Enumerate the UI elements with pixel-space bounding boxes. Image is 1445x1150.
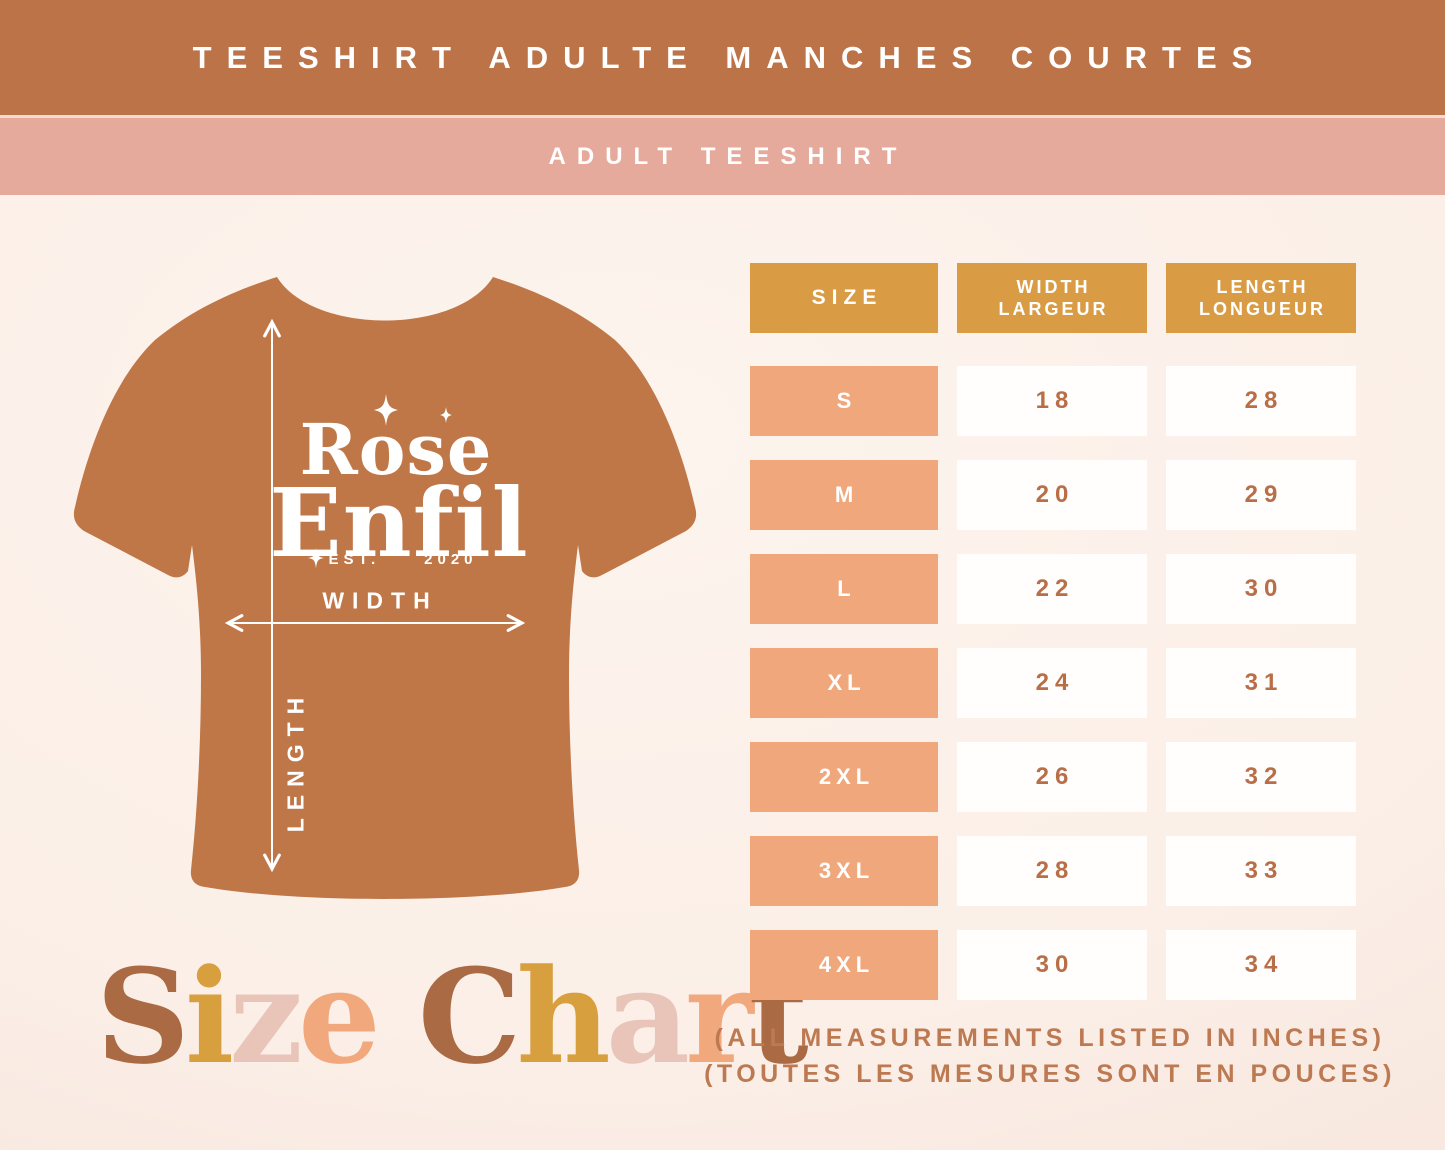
sparkle-icon bbox=[374, 394, 398, 426]
tshirt-figure: Rose Enfil EST. 2020 WIDTH LENGTH bbox=[55, 245, 715, 905]
logo-year-label: 2020 bbox=[424, 551, 478, 568]
title-letter-s: S bbox=[96, 940, 190, 1093]
title-letter-a: a bbox=[605, 940, 690, 1093]
width-cell-l: 22 bbox=[957, 554, 1147, 624]
title-letter-e: e bbox=[298, 940, 381, 1093]
logo-est-label: EST. bbox=[328, 551, 381, 568]
title-letter-r: r bbox=[685, 940, 753, 1093]
length-cell-2xl: 32 bbox=[1166, 742, 1356, 812]
brand-logo-line2: Enfil bbox=[269, 468, 529, 579]
length-measure-label: LENGTH bbox=[282, 689, 309, 833]
sparkle-icon bbox=[440, 407, 452, 423]
size-cell-s: S bbox=[750, 366, 938, 436]
length-cell-4xl: 34 bbox=[1166, 930, 1356, 1000]
width-cell-xl: 24 bbox=[957, 648, 1147, 718]
length-cell-xl: 31 bbox=[1166, 648, 1356, 718]
header-cell-size: SIZE bbox=[750, 263, 938, 333]
size-cell-3xl: 3XL bbox=[750, 836, 938, 906]
tshirt-shape bbox=[73, 277, 697, 899]
brand-logo-est-line: EST. 2020 bbox=[328, 551, 477, 568]
size-cell-l: L bbox=[750, 554, 938, 624]
width-cell-s: 18 bbox=[957, 366, 1147, 436]
header-length-label: LENGTH bbox=[1216, 276, 1309, 297]
width-cell-m: 20 bbox=[957, 460, 1147, 530]
title-letter-i: i bbox=[184, 940, 234, 1093]
size-cell-m: M bbox=[750, 460, 938, 530]
header-cell-width: WIDTH LARGEUR bbox=[957, 263, 1147, 333]
length-cell-m: 29 bbox=[1166, 460, 1356, 530]
header-width-label: WIDTH bbox=[1016, 276, 1091, 297]
sparkle-icon bbox=[308, 548, 324, 568]
banner-french-title-text: TEESHIRT ADULTE MANCHES COURTES bbox=[192, 39, 1268, 75]
header-size-label: SIZE bbox=[811, 285, 883, 309]
length-cell-3xl: 33 bbox=[1166, 836, 1356, 906]
footnote-en: (ALL MEASUREMENTS LISTED IN INCHES) bbox=[714, 1024, 1386, 1052]
size-cell-2xl: 2XL bbox=[750, 742, 938, 812]
size-table: SIZE WIDTH LARGEUR LENGTH LONGUEUR S 18 … bbox=[750, 263, 1356, 1000]
width-measure-label: WIDTH bbox=[322, 587, 438, 614]
size-chart-title: Size Chart bbox=[96, 952, 809, 1082]
length-cell-l: 30 bbox=[1166, 554, 1356, 624]
tshirt-svg bbox=[73, 277, 697, 899]
header-longueur-label: LONGUEUR bbox=[1199, 299, 1326, 319]
width-cell-3xl: 28 bbox=[957, 836, 1147, 906]
banner-french-title: TEESHIRT ADULTE MANCHES COURTES bbox=[0, 0, 1445, 115]
brand-logo-line1: Rose bbox=[299, 408, 493, 491]
width-cell-4xl: 30 bbox=[957, 930, 1147, 1000]
width-cell-2xl: 26 bbox=[957, 742, 1147, 812]
title-letter-z: z bbox=[229, 940, 303, 1093]
length-cell-s: 28 bbox=[1166, 366, 1356, 436]
title-letter-h: h bbox=[516, 940, 611, 1093]
size-cell-4xl: 4XL bbox=[750, 930, 938, 1000]
banner-english-title-text: ADULT TEESHIRT bbox=[548, 142, 908, 170]
header-cell-length: LENGTH LONGUEUR bbox=[1166, 263, 1356, 333]
footnote-fr: (TOUTES LES MESURES SONT EN POUCES) bbox=[704, 1060, 1396, 1088]
header-largeur-label: LARGEUR bbox=[998, 299, 1109, 319]
banner-english-title: ADULT TEESHIRT bbox=[0, 115, 1445, 195]
title-letter-c: C bbox=[417, 940, 521, 1093]
measurement-notes: (ALL MEASUREMENTS LISTED IN INCHES) (TOU… bbox=[670, 1024, 1430, 1096]
size-cell-xl: XL bbox=[750, 648, 938, 718]
